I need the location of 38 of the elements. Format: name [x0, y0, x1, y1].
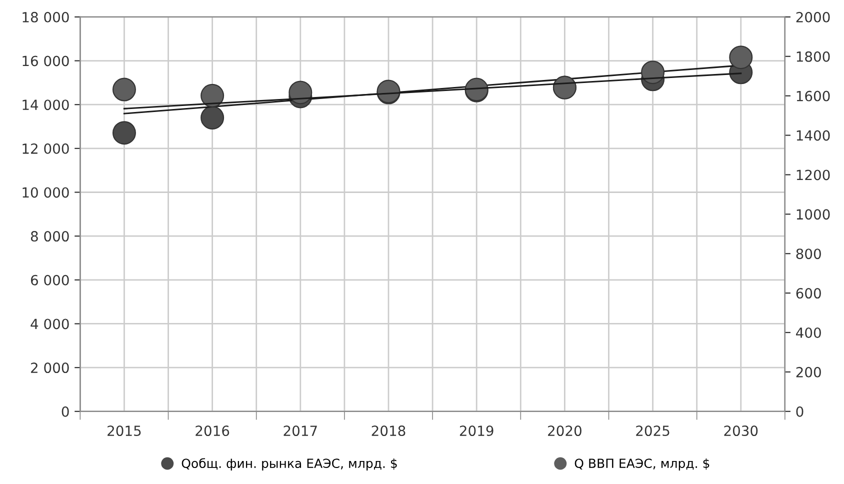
y2-tick-label: 1800: [796, 51, 830, 62]
y-tick-label: 10 000: [22, 187, 69, 198]
y2-tick-label: 600: [796, 288, 821, 299]
x-tick-label: 2030: [724, 426, 758, 436]
y2-tick-label: 1000: [796, 209, 830, 220]
x-tick-label: 2017: [284, 426, 317, 436]
y-tick-label: 8 000: [30, 231, 69, 242]
x-tick-label: 2020: [548, 426, 582, 436]
y2-tick-label: 800: [796, 248, 821, 260]
x-tick-label: 2018: [372, 426, 406, 436]
y-tick-label: 16 000: [22, 56, 69, 66]
y-tick-label: 6 000: [30, 274, 69, 286]
y-tick-label: 0: [62, 406, 69, 417]
x-tick-label: 2016: [196, 426, 230, 436]
y2-tick-label: 2000: [796, 12, 830, 22]
x-tick-label: 2025: [636, 426, 670, 436]
point: [112, 78, 136, 102]
point: [641, 60, 665, 84]
y2-tick-label: 1200: [796, 170, 830, 180]
point: [200, 84, 224, 108]
x-tick-label: 2015: [108, 426, 141, 436]
y2-tick-label: 200: [796, 366, 821, 378]
point: [112, 121, 136, 145]
legend-label: Qобщ. фин. рынка ЕАЭС, млрд. $: [182, 458, 397, 470]
y-tick-label: 12 000: [22, 143, 69, 154]
y-tick-label: 2 000: [31, 362, 69, 374]
x-tick-label: 2019: [460, 426, 494, 436]
y-tick-label: 18 000: [22, 12, 69, 22]
point: [729, 46, 753, 70]
legend-label: Q ВВП ЕАЭС, млрд. $: [574, 458, 710, 470]
y-tick-label: 4 000: [30, 318, 69, 330]
point: [200, 106, 224, 130]
y2-tick-label: 0: [796, 406, 804, 417]
y-tick-label: 14 000: [22, 100, 69, 110]
y2-tick-label: 1400: [796, 130, 830, 141]
y2-tick-label: 400: [796, 327, 821, 338]
y2-tick-label: 1600: [796, 90, 830, 102]
point: [288, 80, 312, 104]
